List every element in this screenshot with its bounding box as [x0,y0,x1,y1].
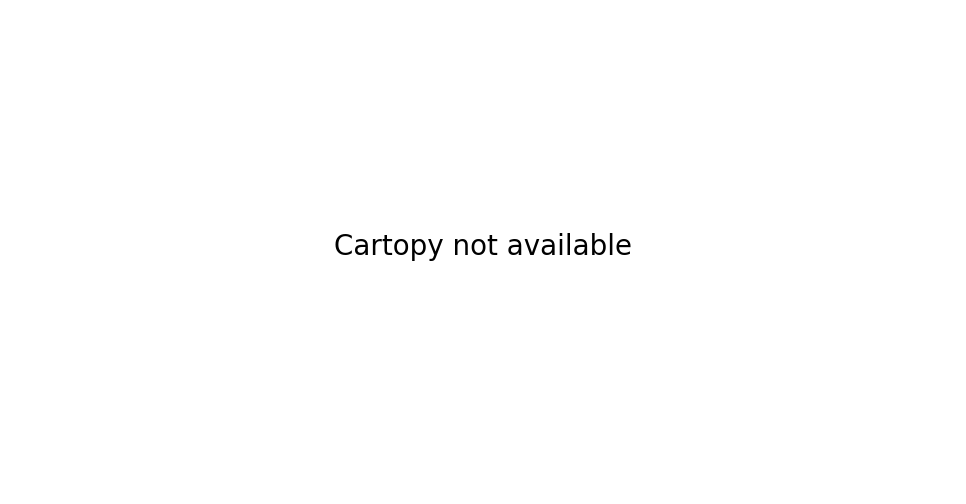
Text: Cartopy not available: Cartopy not available [334,233,632,261]
